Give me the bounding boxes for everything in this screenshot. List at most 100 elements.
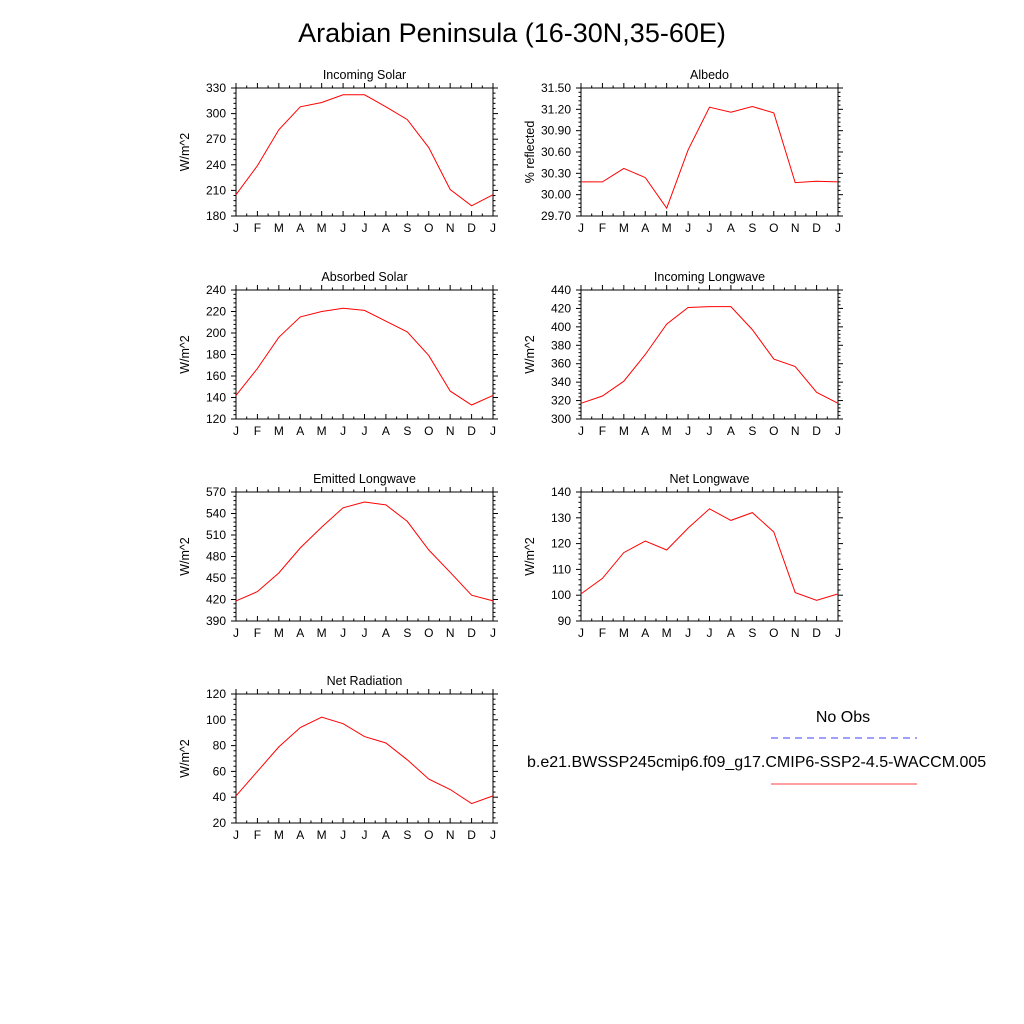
x-tick-label: S [748,626,756,640]
x-tick-label: J [835,221,841,235]
chart-title: Absorbed Solar [321,270,407,284]
x-tick-label: J [233,424,239,438]
x-tick-label: M [662,626,672,640]
x-tick-label: J [707,424,713,438]
y-tick-label: 160 [206,369,226,383]
series-line [580,306,839,404]
y-tick-label: 29.70 [541,209,571,223]
x-tick-label: D [467,626,476,640]
y-tick-label: 210 [206,183,226,197]
x-tick-label: S [748,221,756,235]
x-tick-label: M [317,626,327,640]
y-tick-label: 420 [551,301,571,315]
y-tick-label: 90 [558,614,572,628]
x-tick-label: A [296,221,304,235]
chart-title: Emitted Longwave [313,472,416,486]
x-tick-label: F [599,424,606,438]
x-tick-label: O [424,828,433,842]
y-tick-label: 30.90 [541,124,571,138]
x-tick-label: F [254,828,261,842]
y-tick-label: 360 [551,357,571,371]
y-tick-label: 110 [552,562,571,576]
x-tick-label: D [467,424,476,438]
x-tick-label: J [490,626,496,640]
y-tick-label: 480 [206,550,226,564]
x-tick-label: A [382,221,390,235]
x-tick-label: J [340,424,346,438]
y-tick-label: 270 [206,132,226,146]
x-tick-label: J [233,626,239,640]
x-tick-label: A [296,626,304,640]
x-tick-label: M [662,424,672,438]
x-tick-label: A [641,424,649,438]
x-tick-label: N [446,424,455,438]
series-line [580,508,839,601]
x-tick-label: O [424,221,433,235]
series-line [235,716,494,805]
x-tick-label: J [578,221,584,235]
y-tick-label: 100 [551,588,571,602]
x-tick-label: J [233,221,239,235]
y-tick-label: 130 [551,511,571,525]
x-tick-label: D [812,626,821,640]
y-axis-label: W/m^2 [178,133,192,172]
x-tick-label: M [662,221,672,235]
y-tick-label: 30.60 [541,145,571,159]
x-tick-label: J [490,221,496,235]
x-tick-label: A [727,221,735,235]
x-tick-label: D [812,221,821,235]
plot-frame [580,289,839,420]
chart-title: Albedo [690,68,729,82]
chart-title: Incoming Longwave [654,270,765,284]
x-tick-label: J [578,626,584,640]
x-tick-label: M [619,626,629,640]
y-tick-label: 20 [213,816,227,830]
page-title: Arabian Peninsula (16-30N,35-60E) [298,18,726,48]
x-tick-label: S [403,424,411,438]
x-tick-label: J [835,424,841,438]
y-tick-label: 510 [206,528,226,542]
y-tick-label: 30.30 [541,166,571,180]
y-axis-label: % reflected [523,121,537,184]
y-tick-label: 140 [206,391,226,405]
y-tick-label: 31.50 [541,81,571,95]
x-tick-label: A [382,626,390,640]
x-tick-label: M [619,221,629,235]
y-tick-label: 240 [206,158,226,172]
y-tick-label: 140 [551,485,571,499]
x-tick-label: D [467,221,476,235]
y-tick-label: 450 [206,571,226,585]
x-tick-label: N [791,626,800,640]
x-tick-label: O [424,424,433,438]
y-tick-label: 300 [206,107,226,121]
y-axis-label: W/m^2 [523,537,537,576]
x-tick-label: J [490,828,496,842]
x-tick-label: J [233,828,239,842]
y-tick-label: 390 [206,614,226,628]
x-tick-label: J [340,221,346,235]
x-tick-label: J [707,221,713,235]
x-tick-label: A [727,424,735,438]
y-tick-label: 60 [213,764,227,778]
plot-frame [580,491,839,622]
x-tick-label: S [403,828,411,842]
x-tick-label: J [685,626,691,640]
chart-title: Net Radiation [327,674,403,688]
y-tick-label: 120 [551,537,571,551]
y-tick-label: 120 [206,412,226,426]
x-tick-label: O [769,221,778,235]
y-tick-label: 80 [213,739,227,753]
series-line [581,105,839,210]
x-tick-label: F [599,626,606,640]
x-tick-label: M [317,424,327,438]
x-tick-label: J [707,626,713,640]
x-tick-label: A [641,626,649,640]
x-tick-label: S [748,424,756,438]
plot-frame [235,693,494,824]
